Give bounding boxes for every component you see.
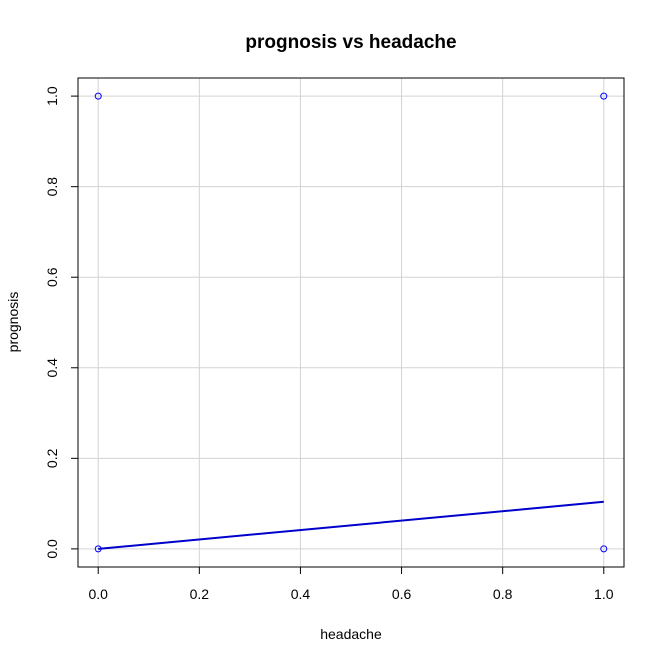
x-tick-label: 0.2	[190, 586, 210, 602]
data-point	[94, 545, 102, 553]
x-tick-label: 1.0	[594, 586, 614, 602]
x-tick-label: 0.4	[291, 586, 311, 602]
x-tick-label: 0.8	[493, 586, 513, 602]
data-point	[600, 92, 608, 100]
x-axis-label: headache	[320, 626, 382, 642]
fit-line-group	[98, 500, 604, 550]
x-axis: 0.0 0.2 0.4 0.6 0.8 1.0	[88, 567, 614, 602]
plot-frame	[77, 77, 625, 568]
chart-title: prognosis vs headache	[245, 32, 456, 53]
y-tick-label: 0.6	[44, 267, 60, 287]
data-point	[600, 545, 608, 553]
grid	[78, 78, 624, 567]
data-point	[94, 92, 102, 100]
y-axis: 0.0 0.2 0.4 0.6 0.8 1.0	[44, 86, 78, 559]
y-tick-label: 1.0	[44, 86, 60, 106]
y-tick-label: 0.0	[44, 539, 60, 559]
y-tick-label: 0.2	[44, 448, 60, 468]
y-tick-label: 0.8	[44, 177, 60, 197]
x-tick-label: 0.0	[88, 586, 108, 602]
y-axis-label: prognosis	[5, 292, 21, 353]
x-tick-label: 0.6	[392, 586, 412, 602]
points-group	[94, 92, 608, 553]
fit-line	[98, 500, 604, 550]
y-tick-label: 0.4	[44, 358, 60, 378]
